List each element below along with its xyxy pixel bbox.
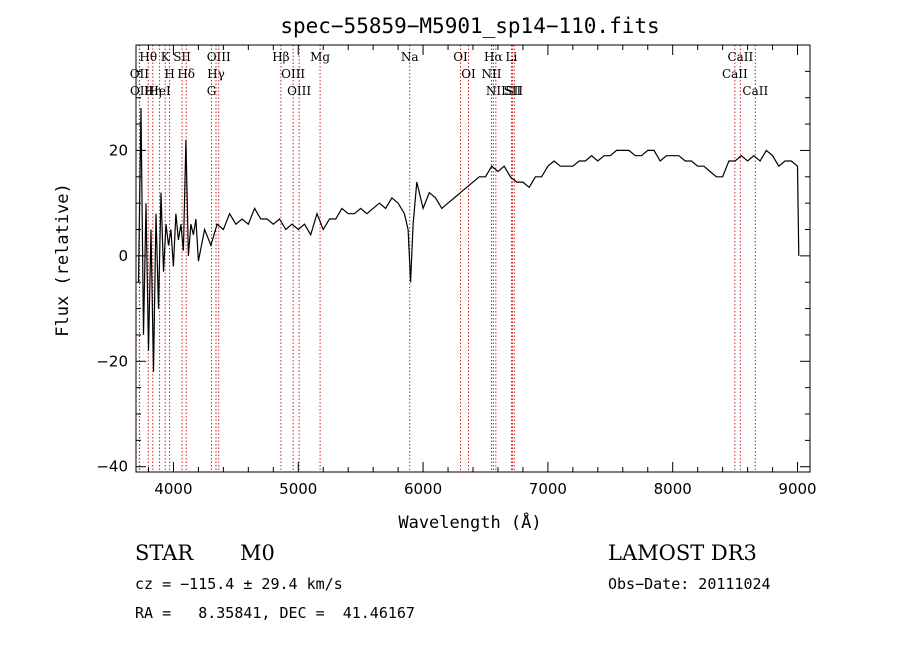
y-axis-label: Flux (relative) <box>53 183 73 337</box>
line-marker-label: CaII <box>727 50 753 64</box>
line-marker-label: Hη <box>144 84 162 98</box>
object-class: STAR <box>135 541 194 565</box>
line-marker-label: Hδ <box>177 67 195 81</box>
coordinates-text: RA = 8.35841, DEC = 41.46167 <box>135 604 415 622</box>
obs-date-text: Obs−Date: 20111024 <box>608 575 771 593</box>
spectrum-line <box>137 108 800 372</box>
x-tick-label: 6000 <box>404 480 442 498</box>
line-marker-label: Mg <box>310 50 330 64</box>
line-marker-label: Hθ <box>139 50 157 64</box>
line-marker-label: OII <box>130 84 150 98</box>
y-tick-label: −40 <box>96 458 128 476</box>
line-marker-label: H <box>164 67 174 81</box>
line-marker-label: Hα <box>484 50 503 64</box>
x-tick-label: 7000 <box>529 480 567 498</box>
line-marker-label: Na <box>401 50 419 64</box>
line-marker-label: NII <box>486 84 506 98</box>
x-tick-label: 5000 <box>279 480 317 498</box>
y-tick-label: 20 <box>109 141 128 159</box>
x-axis-label: Wavelength (Å) <box>398 511 541 533</box>
line-marker-group <box>138 45 756 472</box>
y-tick-label: 0 <box>118 247 128 265</box>
line-marker-label: OI <box>461 67 476 81</box>
object-subclass: M0 <box>240 541 275 565</box>
x-tick-label: 8000 <box>654 480 692 498</box>
y-tick-label: −20 <box>96 352 128 370</box>
line-marker-label: OI <box>453 50 468 64</box>
line-marker-label: Hγ <box>207 67 225 81</box>
line-marker-label: SII <box>173 50 191 64</box>
line-marker-label: HeI <box>148 84 171 98</box>
line-marker-label: OIII <box>207 50 231 64</box>
line-marker-label: CaII <box>742 84 768 98</box>
line-marker-label: Li <box>506 50 518 64</box>
line-marker-label: CaII <box>722 67 748 81</box>
line-marker-label: SII <box>505 84 523 98</box>
chart-title: spec−55859−M5901_sp14−110.fits <box>280 14 659 38</box>
x-tick-label: 9000 <box>778 480 816 498</box>
x-tick-label: 4000 <box>154 480 192 498</box>
line-marker-label: K <box>161 50 171 64</box>
x-axis: 4000 5000 6000 7000 8000 9000 <box>147 45 817 498</box>
plot-frame <box>135 44 811 473</box>
line-marker-label: G <box>207 84 217 98</box>
line-marker-label: Hβ <box>272 50 289 64</box>
line-marker-label: OIII <box>287 84 311 98</box>
survey-name: LAMOST DR3 <box>608 541 757 565</box>
redshift-text: cz = −115.4 ± 29.4 km/s <box>135 575 343 593</box>
line-marker-label: OIII <box>281 67 305 81</box>
line-marker-label: SII <box>504 84 522 98</box>
y-axis: −40 −20 0 20 <box>96 70 810 476</box>
line-marker-label: OII <box>130 67 150 81</box>
line-marker-label: NII <box>481 67 501 81</box>
